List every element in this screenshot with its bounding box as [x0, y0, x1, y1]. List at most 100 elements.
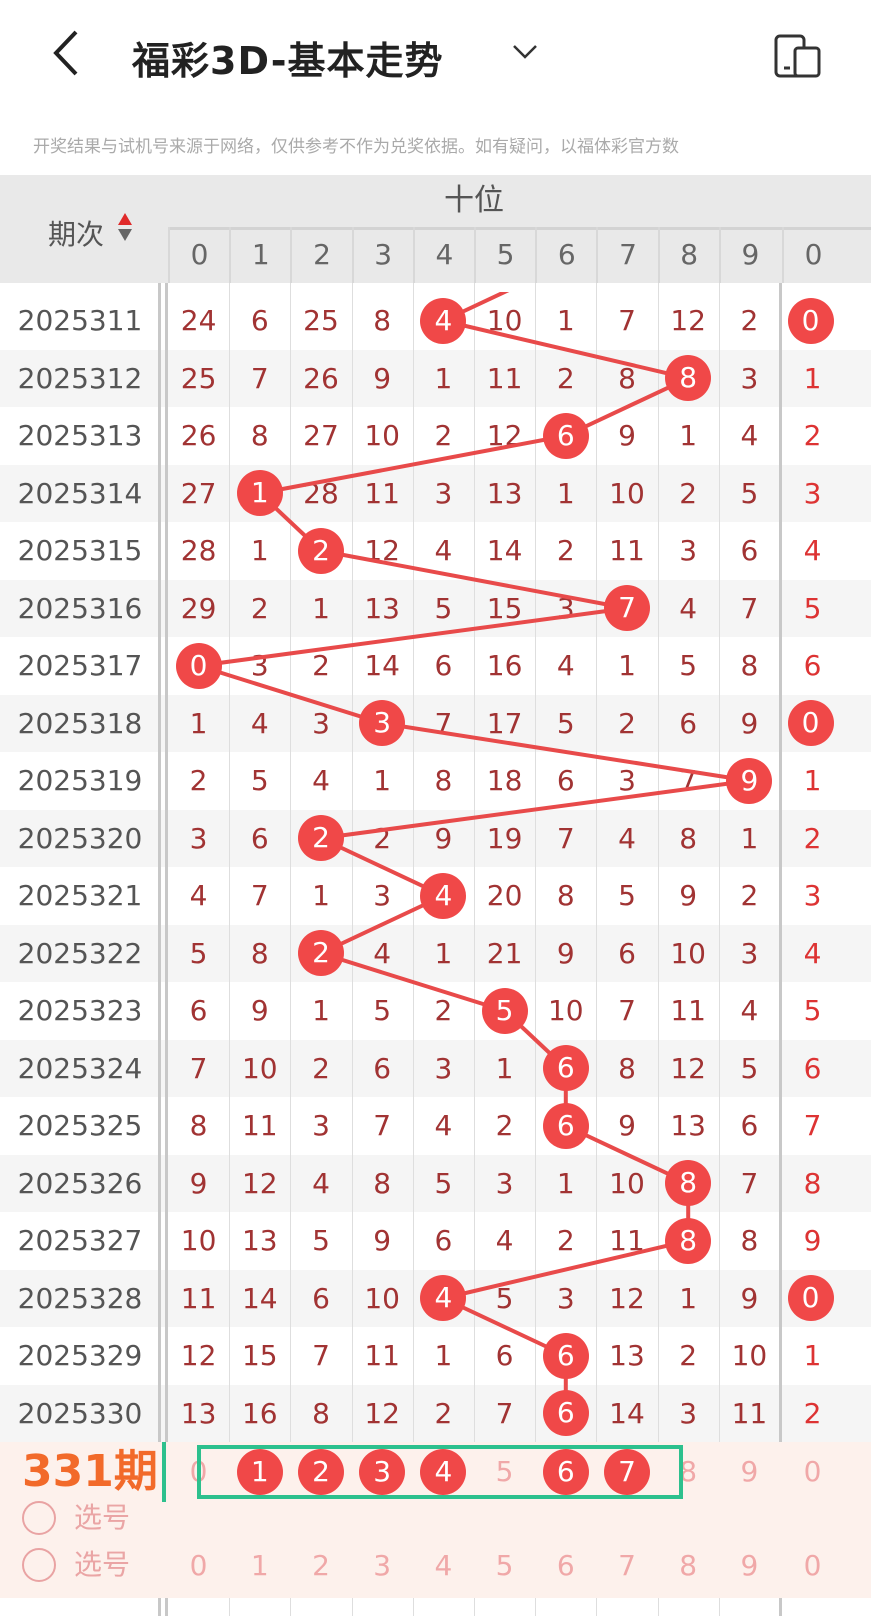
sort-icon[interactable] [117, 211, 133, 243]
selected-ball[interactable]: 6 [542, 1449, 589, 1495]
miss-count: 2 [556, 361, 575, 395]
digit-option[interactable]: 8 [679, 1549, 698, 1582]
miss-count: 1 [495, 1051, 514, 1085]
digit-option[interactable]: 9 [740, 1455, 759, 1488]
digit-header: 6 [535, 227, 596, 283]
selected-ball[interactable]: 4 [420, 1449, 467, 1495]
digit-option[interactable]: 6 [556, 1549, 575, 1582]
issue-number: 2025311 [17, 304, 143, 337]
selected-ball[interactable]: 7 [604, 1449, 650, 1495]
miss-count: 1 [556, 476, 575, 510]
miss-count: 13 [609, 1339, 645, 1372]
miss-count: 27 [180, 476, 217, 510]
miss-count: 3 [312, 1109, 330, 1142]
miss-count: 19 [486, 821, 523, 855]
issue-number: 2025321 [17, 879, 143, 912]
miss-count: 6 [803, 649, 822, 682]
hit-ball: 6 [542, 1332, 589, 1379]
grid-line [351, 283, 353, 1616]
hit-ball: 7 [604, 585, 650, 632]
miss-count: 4 [312, 1166, 330, 1200]
digit-option[interactable]: 9 [740, 1549, 759, 1582]
selected-ball[interactable]: 2 [298, 1449, 344, 1495]
miss-count: 8 [679, 821, 698, 855]
chevron-down-icon[interactable] [508, 36, 542, 66]
phone-tablet-icon[interactable] [773, 34, 823, 78]
issue-number: 2025328 [17, 1281, 143, 1315]
digit-option[interactable]: 1 [250, 1549, 269, 1582]
issue-number: 2025320 [17, 821, 143, 855]
miss-count: 6 [740, 1109, 759, 1142]
grid-line [657, 283, 659, 1616]
miss-count: 1 [803, 361, 822, 395]
miss-count: 2 [803, 1396, 822, 1430]
miss-count: 2 [434, 419, 453, 452]
miss-count: 3 [189, 821, 208, 855]
miss-count: 13 [180, 1396, 217, 1430]
miss-count: 4 [740, 994, 759, 1027]
miss-count: 6 [495, 1339, 514, 1372]
miss-count: 4 [495, 1224, 514, 1257]
miss-count: 1 [679, 419, 698, 452]
disclaimer-notice: 开奖结果与试机号来源于网络，仅供参考不作为兑奖依据。如有疑问，以福体彩官方数 [33, 137, 679, 157]
miss-count: 16 [241, 1396, 278, 1430]
pick-row: 选号 0 1 2 3 4 5 6 7 8 9 0 [0, 1538, 871, 1598]
miss-count: 7 [495, 1396, 514, 1430]
radio-button[interactable] [22, 1548, 56, 1582]
prediction-row: 331期 选号 0 1 2 3 4 5 6 7 8 9 0 [0, 1442, 871, 1538]
miss-count: 5 [556, 706, 575, 740]
miss-count: 2 [312, 649, 330, 682]
miss-count: 9 [618, 1109, 636, 1142]
miss-count: 6 [189, 994, 208, 1027]
group-header-tens: 十位 [444, 183, 504, 218]
miss-count: 6 [679, 706, 698, 740]
miss-count: 8 [373, 1166, 392, 1200]
miss-count: 9 [434, 821, 453, 855]
selected-ball[interactable]: 3 [359, 1449, 406, 1495]
digit-option[interactable]: 2 [312, 1549, 330, 1582]
trend-segment [382, 723, 749, 781]
miss-count: 3 [495, 1166, 514, 1200]
miss-count: 4 [434, 1109, 453, 1142]
hit-ball: 4 [420, 1275, 467, 1322]
miss-count: 6 [250, 821, 269, 855]
miss-count: 20 [486, 879, 523, 912]
digit-option[interactable]: 5 [495, 1549, 514, 1582]
digit-header: 7 [596, 227, 657, 283]
miss-count: 9 [803, 1224, 822, 1257]
miss-count: 16 [486, 649, 523, 682]
miss-count: 6 [556, 764, 575, 797]
miss-count: 9 [373, 361, 392, 395]
miss-count: 12 [364, 1396, 400, 1430]
miss-count: 4 [434, 534, 453, 567]
issue-number: 2025316 [17, 591, 143, 625]
hit-ball: 2 [298, 527, 344, 574]
digit-option[interactable]: 5 [495, 1455, 514, 1488]
miss-count: 9 [740, 706, 759, 740]
miss-count: 2 [803, 419, 822, 452]
table-row: 2025320 3 6 2 9 19 7 4 8 1 2 [0, 809, 871, 869]
radio-button[interactable] [22, 1501, 56, 1535]
digit-header: 8 [657, 227, 719, 283]
miss-count: 1 [803, 764, 822, 797]
miss-count: 10 [670, 936, 706, 970]
selected-ball[interactable]: 1 [236, 1449, 283, 1495]
digit-option[interactable]: 8 [679, 1455, 698, 1488]
chevron-left-icon[interactable] [48, 26, 88, 80]
miss-count: 2 [189, 764, 208, 797]
digit-option[interactable]: 4 [434, 1549, 453, 1582]
miss-count: 11 [180, 1281, 217, 1315]
miss-count: 6 [373, 1051, 392, 1085]
digit-option[interactable]: 7 [618, 1549, 636, 1582]
trend-table: 2025311 24 6 25 8 10 1 7 12 2 2025312 25 7 26 9 1 11 2 8 3 1… [0, 175, 871, 1616]
miss-count: 25 [180, 361, 217, 395]
digit-option[interactable]: 0 [803, 1455, 822, 1488]
trend-segment [443, 321, 688, 379]
grid-line [229, 283, 231, 1616]
miss-count: 5 [679, 649, 698, 682]
digit-option[interactable]: 0 [189, 1549, 208, 1582]
miss-count: 14 [364, 649, 400, 682]
digit-option[interactable]: 0 [803, 1549, 822, 1582]
miss-count: 4 [189, 879, 208, 912]
digit-option[interactable]: 3 [373, 1549, 392, 1582]
